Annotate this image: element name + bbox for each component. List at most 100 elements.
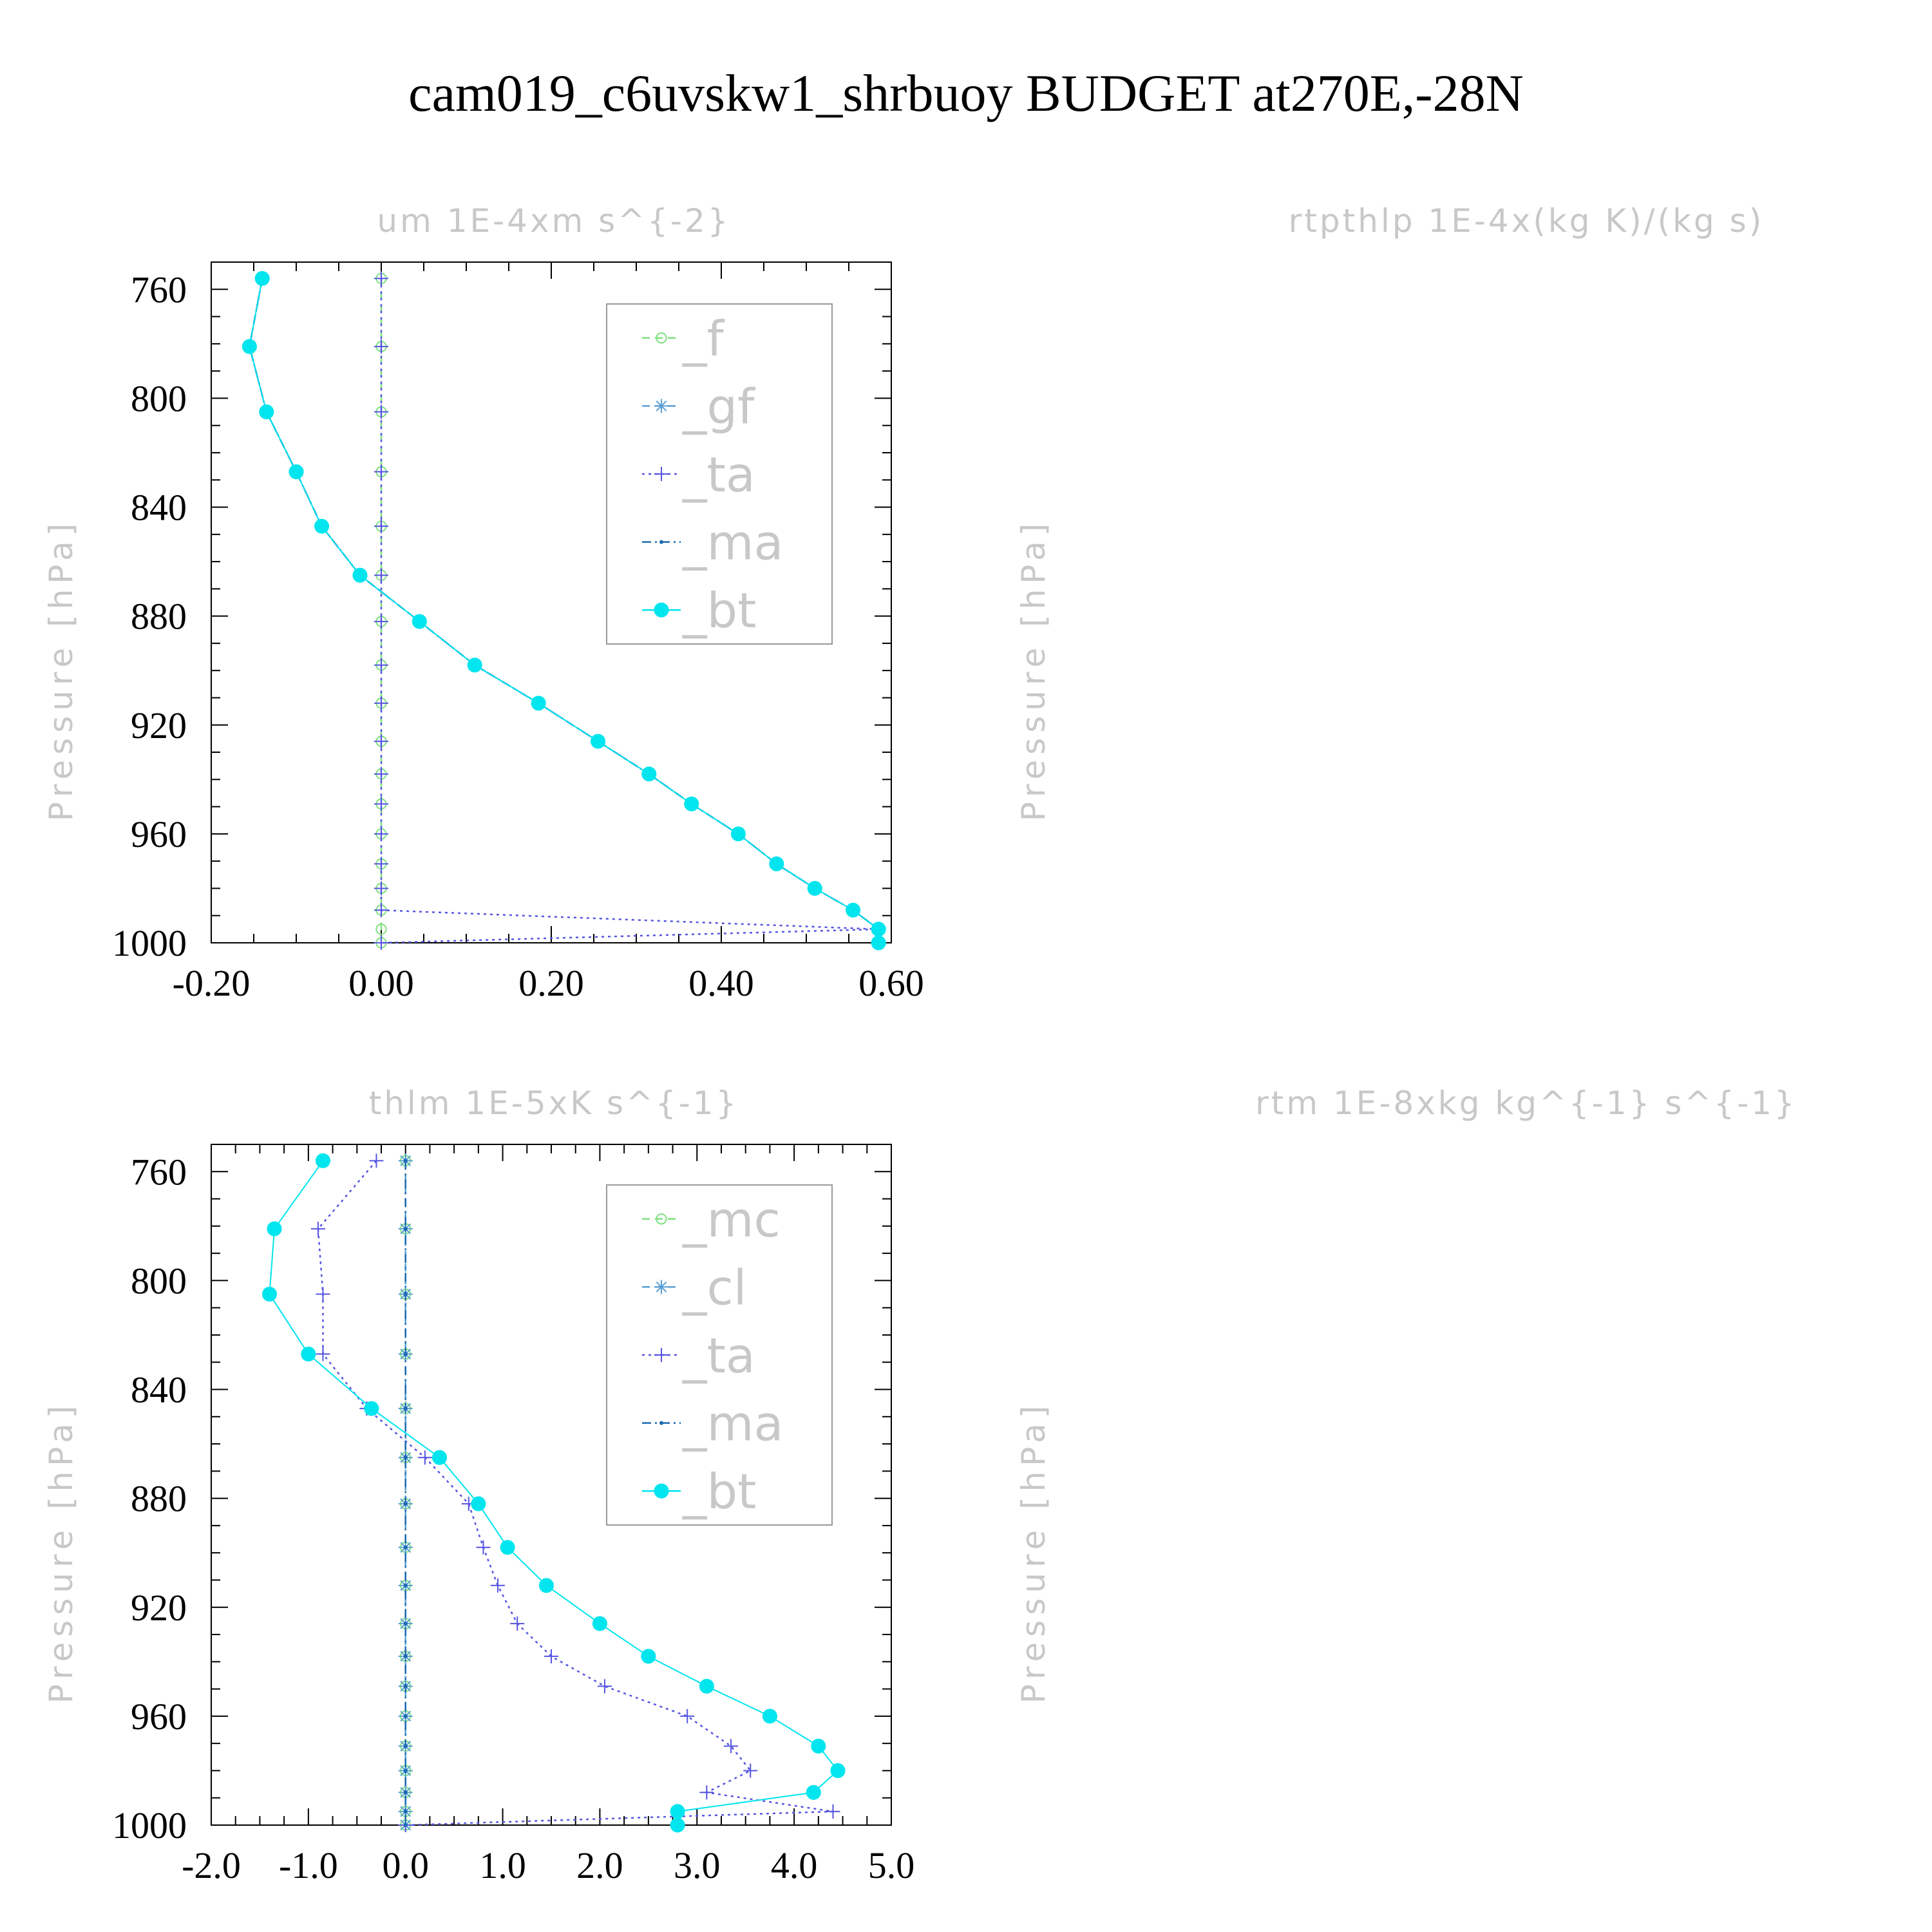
data-point-marker bbox=[654, 1483, 669, 1499]
data-point-marker bbox=[811, 1738, 826, 1754]
data-point-marker bbox=[374, 826, 388, 841]
data-point-marker bbox=[403, 1654, 408, 1658]
data-point-marker bbox=[531, 696, 546, 711]
data-point-marker bbox=[310, 1222, 325, 1236]
y-tick-label: 840 bbox=[131, 487, 187, 529]
data-point-marker bbox=[656, 1213, 667, 1225]
data-point-marker bbox=[403, 1790, 408, 1795]
y-tick-label: 760 bbox=[131, 1151, 187, 1193]
data-point-marker bbox=[412, 614, 427, 629]
data-point-marker bbox=[769, 856, 784, 871]
x-tick-label: -0.20 bbox=[173, 962, 251, 1004]
data-point-marker bbox=[467, 658, 482, 673]
data-point-marker bbox=[374, 734, 388, 749]
x-tick-label: 2.0 bbox=[576, 1844, 623, 1886]
data-point-marker bbox=[871, 935, 886, 951]
data-point-marker bbox=[403, 1744, 408, 1748]
panel-rtm: rtm 1E-8xkg kg^{-1} s^{-1} Pressure [hPa… bbox=[1015, 1084, 1797, 1703]
data-point-marker bbox=[375, 923, 387, 935]
data-point-marker bbox=[315, 1153, 331, 1168]
data-point-marker bbox=[654, 1348, 668, 1362]
data-point-marker bbox=[374, 404, 388, 419]
legend-entry: _ta bbox=[642, 446, 755, 503]
data-point-marker bbox=[403, 1583, 408, 1587]
series-group bbox=[261, 1153, 846, 1833]
data-point-marker bbox=[743, 1763, 758, 1778]
data-point-marker bbox=[374, 881, 388, 896]
data-point-marker bbox=[597, 1679, 612, 1694]
data-point-marker bbox=[417, 1450, 432, 1465]
data-point-marker bbox=[670, 1804, 685, 1819]
data-point-marker bbox=[699, 1785, 714, 1800]
data-point-marker bbox=[374, 766, 388, 781]
data-point-marker bbox=[259, 404, 274, 420]
legend-entry: _bt bbox=[642, 582, 757, 639]
data-point-marker bbox=[431, 1450, 448, 1465]
data-point-marker bbox=[641, 1649, 656, 1664]
x-tick-label: 0.00 bbox=[348, 962, 414, 1004]
data-point-marker bbox=[592, 1616, 607, 1631]
data-point-marker bbox=[762, 1709, 777, 1724]
legend-entry: _bt bbox=[642, 1463, 757, 1520]
series-group bbox=[242, 270, 886, 951]
data-point-marker bbox=[403, 1545, 408, 1549]
data-point-marker bbox=[374, 658, 388, 672]
data-point-marker bbox=[724, 1739, 739, 1754]
legend-entry: _mc bbox=[642, 1191, 781, 1248]
data-point-marker bbox=[374, 519, 388, 534]
x-tick-label: 0.20 bbox=[518, 962, 584, 1004]
data-point-marker bbox=[699, 1678, 714, 1694]
data-point-marker bbox=[403, 1406, 408, 1411]
x-tick-label: 1.0 bbox=[479, 1844, 526, 1886]
x-tick-label: 0.40 bbox=[688, 962, 754, 1004]
data-point-marker bbox=[684, 796, 699, 811]
data-point-marker bbox=[403, 1159, 408, 1163]
y-axis-label: Pressure [hPa] bbox=[1015, 518, 1052, 822]
data-point-marker bbox=[826, 1804, 840, 1819]
legend-label: _bt bbox=[682, 582, 757, 639]
data-point-marker bbox=[314, 518, 330, 534]
data-point-marker bbox=[730, 826, 746, 842]
data-point-marker bbox=[267, 1221, 282, 1236]
data-point-marker bbox=[403, 1352, 408, 1356]
y-tick-label: 920 bbox=[131, 705, 187, 746]
data-point-marker bbox=[471, 1496, 486, 1511]
data-point-marker bbox=[374, 696, 388, 710]
data-point-marker bbox=[374, 271, 388, 286]
x-tick-label: 5.0 bbox=[868, 1844, 915, 1886]
data-point-marker bbox=[654, 602, 669, 618]
data-point-marker bbox=[654, 467, 668, 481]
legend-label: _mc bbox=[682, 1191, 781, 1248]
y-tick-label: 960 bbox=[131, 1696, 187, 1738]
data-point-marker bbox=[374, 936, 388, 950]
y-tick-label: 800 bbox=[131, 377, 187, 419]
x-tick-label: 0.0 bbox=[382, 1844, 429, 1886]
legend-label: _ta bbox=[682, 1327, 755, 1384]
data-point-marker bbox=[403, 1455, 408, 1460]
data-point-marker bbox=[403, 1714, 408, 1718]
data-point-marker bbox=[301, 1347, 316, 1362]
data-point-marker bbox=[641, 766, 657, 782]
legend-label: _ma bbox=[682, 515, 784, 571]
data-point-marker bbox=[403, 1502, 408, 1506]
data-point-marker bbox=[369, 1153, 384, 1168]
data-point-marker bbox=[403, 1768, 408, 1773]
data-point-marker bbox=[846, 902, 861, 918]
legend-entry: _cl bbox=[642, 1259, 747, 1316]
data-point-marker bbox=[316, 1347, 330, 1361]
data-point-marker bbox=[403, 1227, 408, 1231]
data-point-marker bbox=[500, 1540, 515, 1555]
data-point-marker bbox=[403, 1809, 408, 1814]
data-point-marker bbox=[403, 1684, 408, 1689]
data-point-marker bbox=[289, 464, 304, 480]
y-tick-label: 960 bbox=[131, 813, 187, 855]
panel-title: rtm 1E-8xkg kg^{-1} s^{-1} bbox=[1255, 1084, 1797, 1122]
y-tick-label: 880 bbox=[131, 1478, 187, 1520]
x-tick-label: 4.0 bbox=[771, 1844, 818, 1886]
data-point-marker bbox=[807, 880, 822, 896]
y-tick-label: 880 bbox=[131, 596, 187, 638]
data-point-marker bbox=[659, 540, 663, 544]
x-tick-label: -1.0 bbox=[279, 1844, 338, 1886]
data-point-marker bbox=[261, 1286, 278, 1302]
